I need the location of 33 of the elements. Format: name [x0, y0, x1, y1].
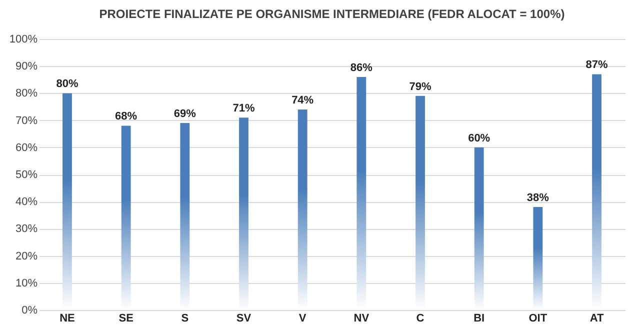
- y-tick-label: 60%: [15, 142, 38, 154]
- x-tick-label: BI: [474, 312, 485, 324]
- x-tick-label: OIT: [528, 312, 548, 324]
- data-label: 68%: [115, 110, 138, 123]
- y-tick-label: 20%: [15, 250, 38, 262]
- y-tick-label: 70%: [15, 114, 38, 127]
- x-tick-label: SV: [236, 312, 252, 324]
- data-label: 87%: [586, 59, 608, 72]
- x-tick-label: V: [298, 312, 307, 324]
- x-tick-label: SE: [118, 312, 134, 324]
- y-tick-label: 100%: [9, 34, 38, 46]
- y-tick-label: 80%: [15, 88, 38, 100]
- x-tick-label: S: [181, 312, 189, 324]
- y-tick-label: 40%: [15, 196, 38, 208]
- data-label: 69%: [174, 108, 196, 120]
- y-tick-label: 90%: [15, 60, 38, 73]
- y-tick-label: 0%: [22, 304, 38, 316]
- y-tick-label: 50%: [15, 169, 38, 181]
- x-tick-label: NV: [354, 312, 370, 324]
- data-label: 60%: [468, 132, 490, 144]
- data-label: 79%: [409, 80, 432, 93]
- data-label: 80%: [56, 78, 78, 90]
- y-tick-label: 30%: [15, 223, 38, 236]
- bar: [533, 207, 543, 310]
- data-label: 86%: [350, 62, 373, 74]
- data-label: 74%: [292, 94, 314, 106]
- x-tick-label: AT: [590, 312, 604, 324]
- data-label: 38%: [526, 192, 550, 204]
- data-label: 71%: [232, 102, 255, 115]
- x-tick-label: C: [416, 312, 424, 324]
- x-tick-label: NE: [60, 312, 75, 324]
- chart-title: PROIECTE FINALIZATE PE ORGANISME INTERMEDIARE (FEDR ALOCAT = 100%): [99, 7, 565, 21]
- y-tick-label: 10%: [15, 277, 38, 290]
